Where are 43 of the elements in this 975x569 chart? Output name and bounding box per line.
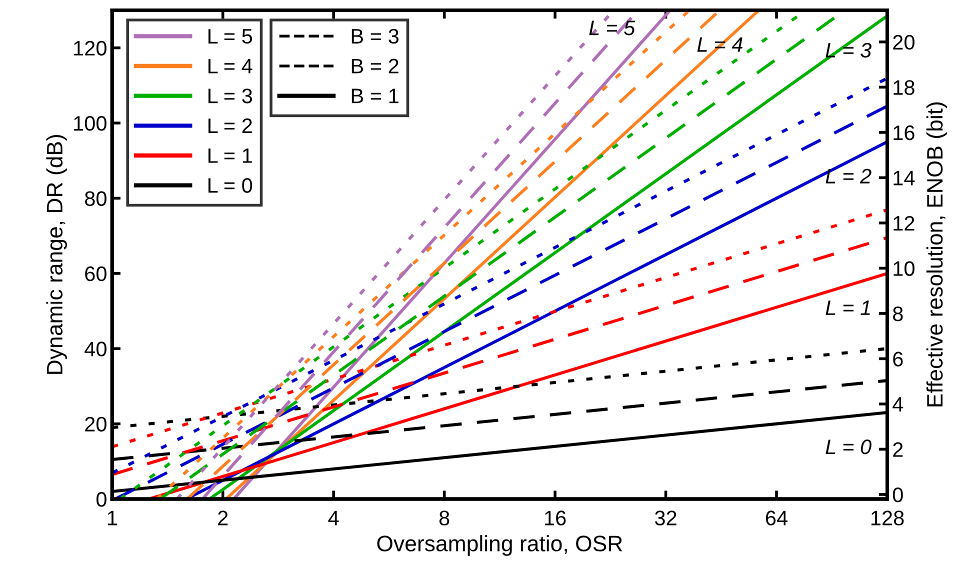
x-tick-label: 2 (218, 510, 228, 526)
legend-label: L = 5 (208, 29, 252, 44)
y2-tick-label: 18 (894, 80, 914, 95)
annotation: L = 0 (826, 439, 872, 454)
y-axis-title: Dynamic range, DR (dB) (46, 134, 67, 374)
annotation: L = 5 (589, 20, 636, 36)
y2-axis-title: Effective resolution, ENOB (bit) (926, 102, 948, 406)
y2-tick-label: 14 (894, 170, 915, 186)
x-tick-label: 64 (766, 510, 788, 526)
legend-label: B = 3 (352, 28, 398, 44)
y2-tick-label: 12 (894, 216, 914, 230)
legend-label: L = 2 (208, 118, 252, 133)
annotation: B = 1 (352, 88, 398, 104)
annotation: L = 1 (826, 300, 870, 315)
legend-label: L = 3 (208, 88, 252, 104)
annotation: L = 2 (826, 168, 872, 184)
x-tick-label: 16 (545, 510, 566, 526)
y-tick-label: 100 (74, 116, 106, 131)
y-tick-label: 60 (85, 266, 106, 282)
x-tick-label: 4 (328, 510, 339, 526)
y2-tick-label: 2 (893, 442, 903, 457)
legend-label: B = 2 (352, 58, 398, 74)
y-tick-label: 20 (85, 416, 106, 432)
x-axis-title: Oversampling ratio, OSR (377, 535, 622, 556)
legend-label: L = 0 (208, 178, 252, 193)
y2-tick-label: 6 (893, 352, 903, 366)
legend-label: L = 1 (208, 148, 252, 163)
legend-label: L = 4 (208, 58, 252, 74)
y-tick-label: 40 (84, 342, 106, 356)
y2-tick-label: 4 (892, 397, 904, 412)
y2-tick-label: 0 (892, 487, 903, 502)
x-tick-label: 128 (871, 510, 904, 526)
x-tick-label: 1 (108, 510, 117, 526)
annotation: L = 3 (826, 42, 872, 58)
y-tick-label: 80 (85, 191, 106, 206)
x-tick-label: 8 (439, 510, 450, 526)
y2-tick-label: 10 (894, 261, 914, 276)
y2-tick-label: 8 (893, 306, 903, 322)
y-tick-label: 120 (74, 40, 106, 56)
y-tick-label: 0 (96, 492, 106, 507)
x-tick-label: 32 (654, 510, 676, 526)
y2-tick-label: 16 (894, 125, 914, 140)
y2-tick-label: 20 (893, 34, 914, 50)
